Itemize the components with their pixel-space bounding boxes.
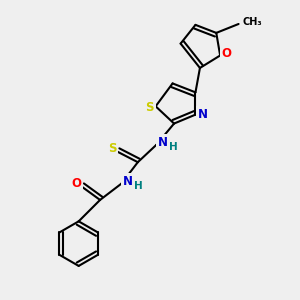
Text: N: N (198, 108, 208, 121)
Text: S: S (108, 142, 116, 155)
Text: O: O (71, 177, 81, 190)
Text: O: O (222, 47, 232, 61)
Text: N: N (158, 136, 168, 149)
Text: H: H (169, 142, 178, 152)
Text: CH₃: CH₃ (242, 17, 262, 28)
Text: S: S (146, 101, 154, 114)
Text: H: H (134, 181, 143, 191)
Text: N: N (123, 175, 133, 188)
